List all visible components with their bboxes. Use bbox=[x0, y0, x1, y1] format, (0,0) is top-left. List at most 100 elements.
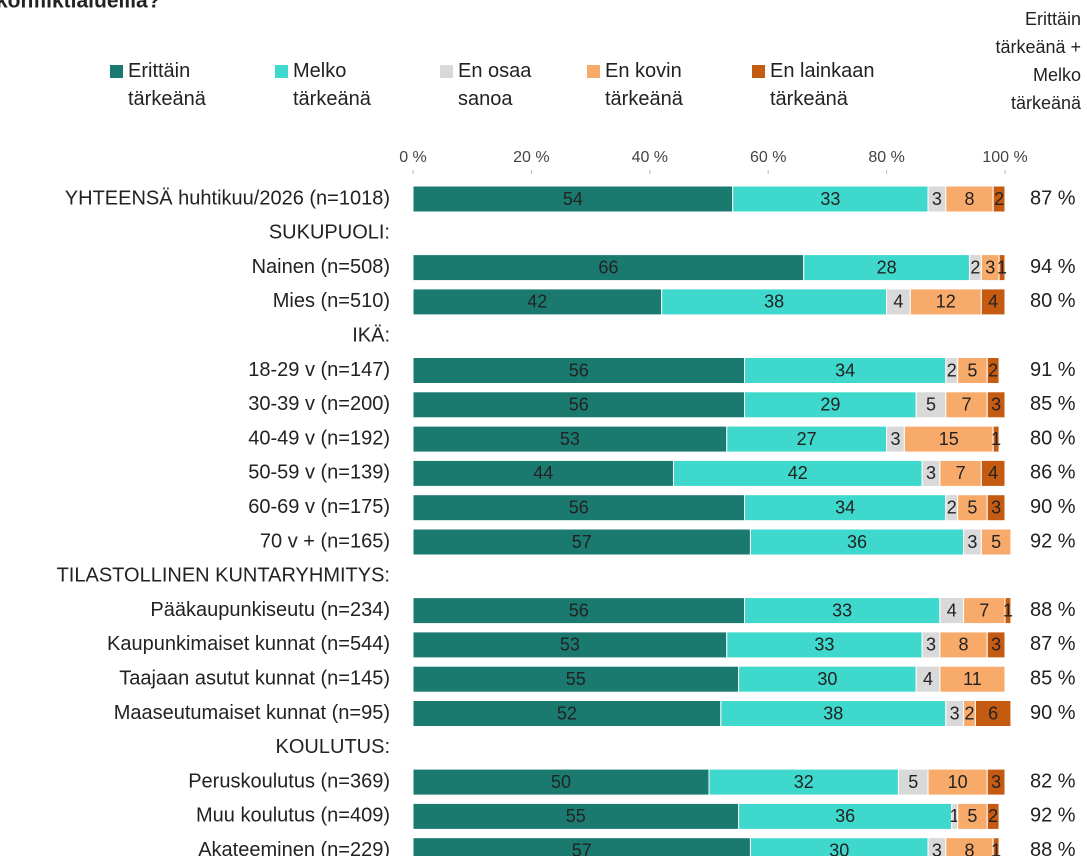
bar-segment bbox=[412, 459, 674, 487]
bar-segment bbox=[744, 597, 941, 625]
total-label: 90 % bbox=[1030, 702, 1076, 724]
data-label: 56 bbox=[569, 600, 589, 620]
data-label: 36 bbox=[847, 532, 867, 552]
bar-segment bbox=[1004, 597, 1012, 625]
data-label: 4 bbox=[988, 463, 998, 483]
bar-segment bbox=[915, 391, 947, 419]
total-label: 86 % bbox=[1030, 462, 1076, 484]
data-label: 4 bbox=[923, 669, 933, 689]
legend-label: En lainkaan tärkeänä bbox=[770, 60, 875, 110]
legend-line: sanoa bbox=[458, 88, 513, 110]
bar-segment bbox=[738, 665, 917, 693]
bar-segment bbox=[744, 494, 947, 522]
bar-segment bbox=[661, 288, 888, 316]
legend-swatch bbox=[110, 65, 123, 78]
bar-segment bbox=[986, 357, 1000, 384]
data-label: 56 bbox=[569, 360, 589, 380]
legend-line: Melko bbox=[293, 60, 346, 82]
data-label: 5 bbox=[967, 497, 977, 517]
bar-segment bbox=[986, 494, 1006, 522]
data-label: 38 bbox=[823, 703, 843, 723]
data-label: 52 bbox=[557, 703, 577, 723]
x-tick-label: 20 % bbox=[513, 149, 549, 166]
data-label: 30 bbox=[829, 840, 849, 856]
total-header: Melko bbox=[1033, 65, 1081, 85]
data-label: 6 bbox=[988, 703, 998, 723]
legend-line: tärkeänä bbox=[128, 88, 207, 110]
bar-segment bbox=[672, 459, 923, 487]
data-label: 36 bbox=[835, 806, 855, 826]
bar-segment bbox=[738, 802, 953, 830]
legend-label: En kovin tärkeänä bbox=[605, 60, 684, 110]
bar-segment bbox=[412, 185, 734, 213]
category-label: Kaupunkimaiset kunnat (n=544) bbox=[107, 633, 390, 655]
data-label: 1 bbox=[991, 840, 1001, 856]
data-label: 3 bbox=[967, 532, 977, 552]
bar-segment bbox=[986, 768, 1006, 796]
chart-title: konfliktialueilla? bbox=[0, 0, 161, 13]
category-label: 30-39 v (n=200) bbox=[248, 393, 390, 415]
total-label: 85 % bbox=[1030, 667, 1076, 689]
category-label: YHTEENSÄ huhtikuu/2026 (n=1018) bbox=[65, 187, 390, 209]
bar-segment bbox=[412, 425, 728, 453]
total-label: 82 % bbox=[1030, 770, 1076, 792]
data-label: 33 bbox=[814, 635, 834, 655]
data-label: 3 bbox=[991, 772, 1001, 792]
data-label: 3 bbox=[926, 635, 936, 655]
data-label: 44 bbox=[533, 463, 553, 483]
data-label: 8 bbox=[959, 635, 969, 655]
data-label: 29 bbox=[820, 395, 840, 415]
category-label: SUKUPUOLI: bbox=[269, 222, 390, 244]
data-label: 50 bbox=[551, 772, 571, 792]
bar-segment bbox=[412, 494, 746, 522]
data-label: 57 bbox=[572, 840, 592, 856]
bar-segment bbox=[726, 425, 888, 453]
data-label: 66 bbox=[598, 257, 618, 277]
category-label: 40-49 v (n=192) bbox=[248, 427, 390, 449]
data-label: 30 bbox=[817, 669, 837, 689]
data-label: 5 bbox=[926, 395, 936, 415]
bar-segment bbox=[939, 459, 982, 487]
data-label: 33 bbox=[820, 189, 840, 209]
total-label: 88 % bbox=[1030, 599, 1076, 621]
data-label: 2 bbox=[970, 257, 980, 277]
bar-segment bbox=[412, 802, 740, 830]
data-label: 38 bbox=[764, 292, 784, 312]
legend-swatch bbox=[275, 65, 288, 78]
data-label: 12 bbox=[936, 292, 956, 312]
total-label: 88 % bbox=[1030, 839, 1076, 856]
total-label: 92 % bbox=[1030, 805, 1076, 827]
legend-label: Erittäin tärkeänä bbox=[128, 60, 207, 110]
legend-line: En osaa bbox=[458, 60, 532, 82]
category-label: KOULUTUS: bbox=[276, 736, 390, 758]
bar-segment bbox=[957, 357, 988, 384]
data-label: 1 bbox=[991, 429, 1001, 449]
data-label: 4 bbox=[988, 292, 998, 312]
data-label: 2 bbox=[947, 360, 957, 380]
data-label: 2 bbox=[994, 189, 1004, 209]
data-label: 3 bbox=[926, 463, 936, 483]
data-label: 3 bbox=[991, 395, 1001, 415]
data-label: 1 bbox=[950, 806, 960, 826]
data-label: 33 bbox=[832, 600, 852, 620]
total-label: 87 % bbox=[1030, 187, 1076, 209]
bar-segment bbox=[980, 459, 1006, 487]
data-label: 34 bbox=[835, 497, 855, 517]
total-header: tärkeänä + bbox=[995, 37, 1081, 57]
bar-segment bbox=[897, 768, 929, 796]
bar-segment bbox=[986, 802, 1000, 830]
legend-line: Erittäin bbox=[128, 60, 190, 82]
total-label: 80 % bbox=[1030, 427, 1076, 449]
total-label: 94 % bbox=[1030, 256, 1076, 278]
total-label: 90 % bbox=[1030, 496, 1076, 518]
x-tick-label: 80 % bbox=[868, 149, 904, 166]
data-label: 56 bbox=[569, 497, 589, 517]
bar-segment bbox=[974, 700, 1012, 727]
data-label: 56 bbox=[569, 395, 589, 415]
bar-segment bbox=[412, 700, 722, 727]
bar-segment bbox=[803, 254, 970, 282]
data-label: 3 bbox=[932, 189, 942, 209]
data-label: 2 bbox=[988, 360, 998, 380]
x-tick-label: 40 % bbox=[632, 149, 668, 166]
